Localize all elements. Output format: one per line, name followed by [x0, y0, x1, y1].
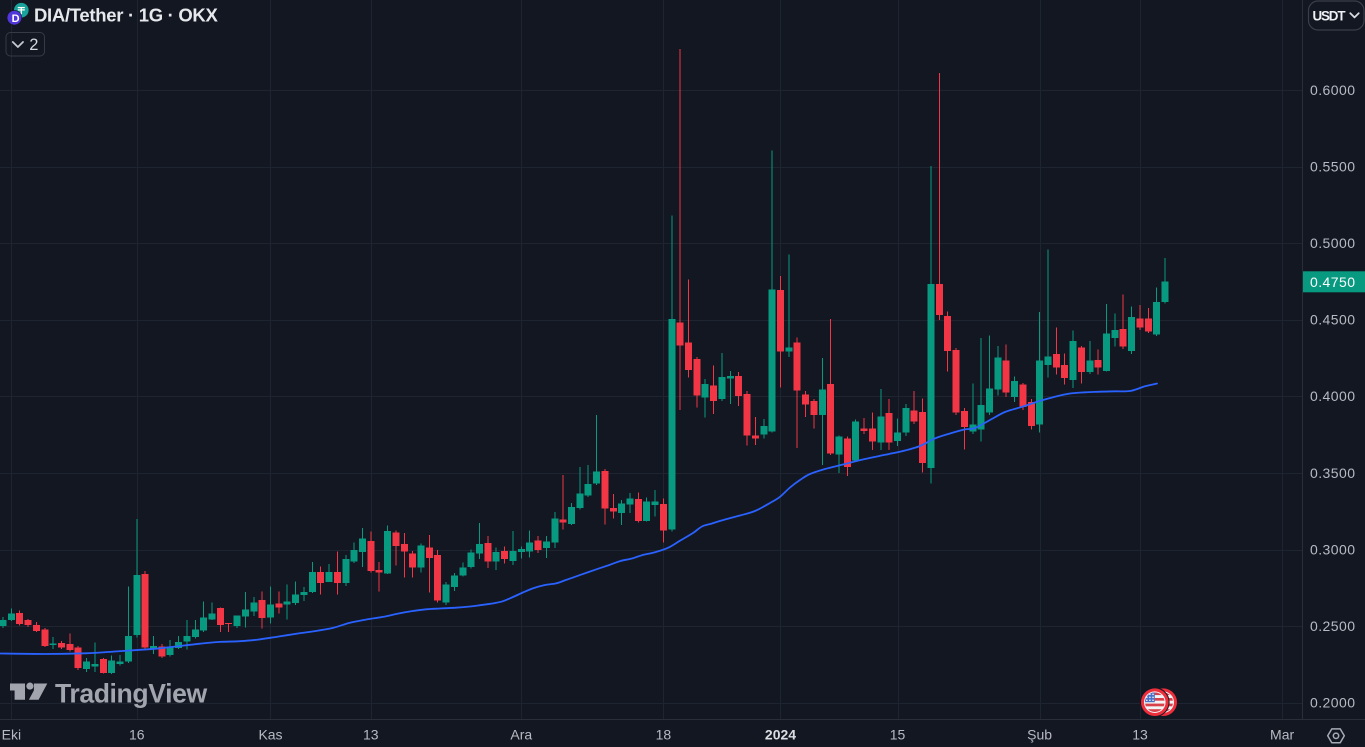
svg-text:TradingView: TradingView [55, 679, 207, 709]
svg-text:2024: 2024 [765, 726, 796, 742]
svg-text:0.4000: 0.4000 [1310, 388, 1355, 404]
svg-text:0.5500: 0.5500 [1310, 158, 1355, 174]
svg-text:0.4750: 0.4750 [1310, 274, 1355, 290]
svg-text:DIA/Tether · 1G · OKX: DIA/Tether · 1G · OKX [34, 5, 218, 26]
svg-text:2: 2 [29, 36, 38, 54]
svg-text:0.2500: 0.2500 [1310, 618, 1355, 634]
svg-text:Kas: Kas [258, 726, 282, 742]
svg-text:0.4500: 0.4500 [1310, 312, 1355, 328]
svg-text:0.6000: 0.6000 [1310, 82, 1355, 98]
svg-text:Şub: Şub [1027, 726, 1052, 742]
svg-text:0.3000: 0.3000 [1310, 541, 1355, 557]
svg-text:18: 18 [656, 726, 672, 742]
svg-text:13: 13 [1132, 726, 1148, 742]
svg-text:0.3500: 0.3500 [1310, 465, 1355, 481]
svg-text:Ara: Ara [510, 726, 532, 742]
svg-text:15: 15 [890, 726, 906, 742]
svg-text:0.5000: 0.5000 [1310, 235, 1355, 251]
svg-text:13: 13 [363, 726, 379, 742]
svg-text:16: 16 [129, 726, 145, 742]
svg-text:Eki: Eki [2, 726, 21, 742]
svg-text:Mar: Mar [1270, 726, 1294, 742]
svg-text:D: D [12, 13, 20, 25]
svg-text:USDT: USDT [1313, 9, 1347, 24]
svg-text:0.2000: 0.2000 [1310, 695, 1355, 711]
